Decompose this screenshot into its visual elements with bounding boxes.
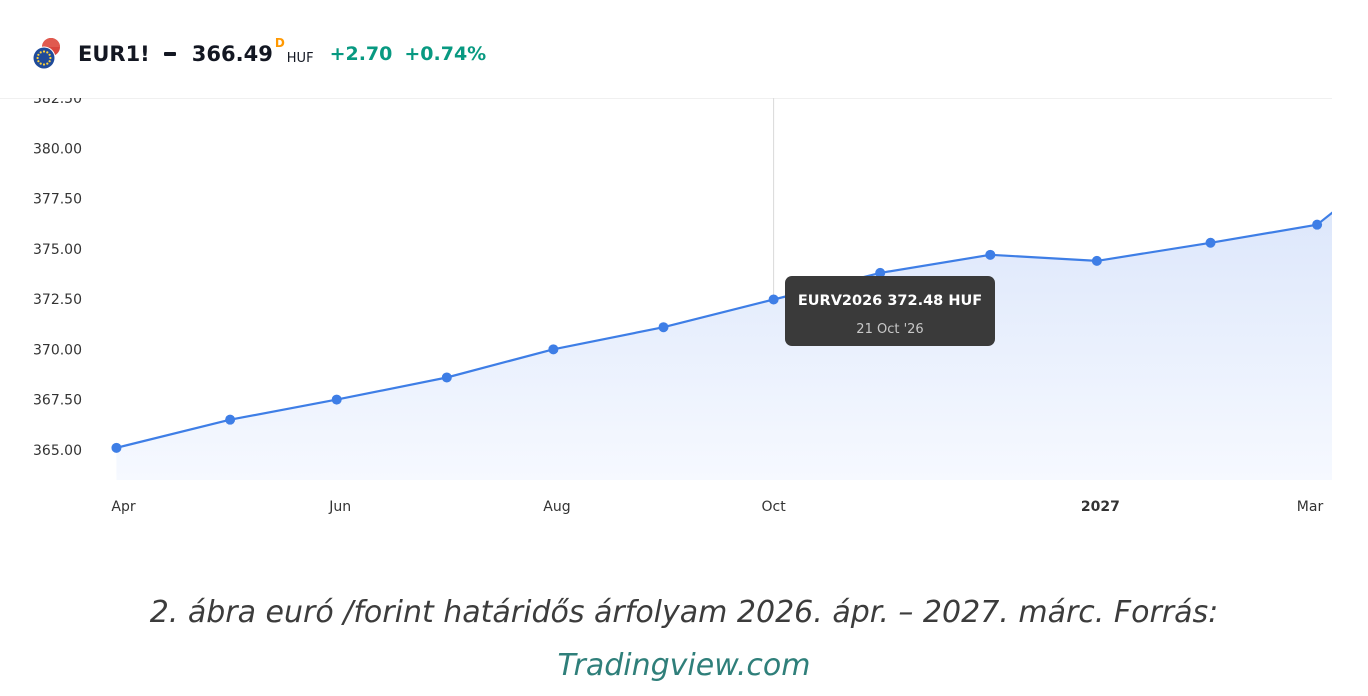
price-chart[interactable]: 365.00 367.50 370.00 372.50 375.00 377.50 380.… — [0, 91, 1368, 538]
data-point — [1091, 255, 1102, 266]
delayed-data-flag: D — [274, 36, 285, 50]
tooltip-box — [785, 276, 995, 346]
y-tick-label: 367.50 — [33, 393, 82, 409]
y-tick-label: 365.00 — [33, 443, 82, 459]
y-tick-label: 380.00 — [33, 141, 82, 157]
chart-canvas[interactable]: 365.00 367.50 370.00 372.50 375.00 377.50 380.… — [0, 91, 1368, 538]
price-currency: HUF — [286, 50, 314, 66]
y-tick-label: 370.00 — [33, 342, 82, 358]
caption-source: Tradingview.com — [557, 648, 811, 683]
data-point — [331, 394, 342, 405]
symbol-header: EUR1! 366.49 D HUF +2.70 +0.74% — [30, 34, 498, 74]
price-change-percent: +0.74% — [404, 43, 487, 65]
data-point — [875, 267, 886, 278]
data-point — [1312, 219, 1323, 230]
y-tick-label: 375.00 — [33, 242, 82, 258]
caption-text: 2. ábra euró /forint határidős árfolyam … — [149, 595, 1219, 630]
x-tick-label: 2027 — [1081, 499, 1120, 515]
series-area-fill — [116, 212, 1332, 480]
x-tick-label: Jun — [328, 499, 351, 515]
x-tick-label: Aug — [543, 499, 570, 515]
x-tick-label: Mar — [1297, 499, 1324, 515]
tooltip-value: EURV2026 372.48 HUF — [798, 293, 982, 309]
x-tick-label: Apr — [111, 499, 135, 515]
data-point — [985, 249, 996, 260]
separator-dash — [163, 52, 176, 56]
data-point — [111, 442, 122, 453]
price-change: +2.70 — [329, 43, 393, 65]
data-point — [658, 322, 669, 333]
symbol-name: EUR1! — [78, 42, 150, 66]
y-tick-label: 382.50 — [33, 98, 82, 107]
data-point — [225, 414, 236, 425]
data-point — [441, 372, 452, 383]
data-point — [548, 344, 559, 355]
last-price: 366.49 — [191, 42, 273, 66]
figure-caption: 2. ábra euró /forint határidős árfolyam … — [0, 586, 1368, 692]
x-tick-label: Oct — [762, 499, 787, 515]
data-point — [768, 294, 779, 305]
data-point — [1205, 237, 1216, 248]
y-tick-label: 372.50 — [33, 292, 82, 308]
eu-hungary-flag-icon — [32, 38, 60, 70]
tooltip-date: 21 Oct '26 — [856, 322, 923, 337]
y-tick-label: 377.50 — [33, 192, 82, 208]
